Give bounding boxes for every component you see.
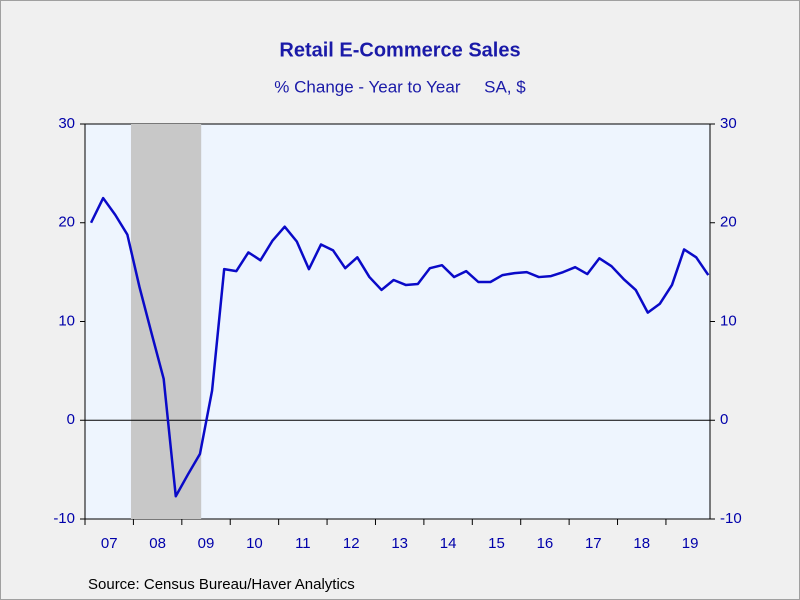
x-tick-label: 16 <box>537 535 554 552</box>
source-note: Source: Census Bureau/Haver Analytics <box>88 576 355 593</box>
x-tick-label: 07 <box>101 535 118 552</box>
x-tick-label: 17 <box>585 535 602 552</box>
x-tick-label: 19 <box>682 535 699 552</box>
y-tick-label: 30 <box>58 115 75 132</box>
y-tick-label: 10 <box>58 312 75 329</box>
y-tick-label: 0 <box>67 411 75 428</box>
y2-tick-label: 20 <box>720 214 737 231</box>
chart-title: Retail E-Commerce Sales <box>279 39 520 61</box>
data-line <box>89 196 710 498</box>
y2-tick-label: 10 <box>720 312 737 329</box>
recession-band <box>130 124 202 519</box>
x-tick-label: 12 <box>343 535 360 552</box>
x-tick-label: 08 <box>149 535 166 552</box>
x-tick-label: 11 <box>295 535 311 552</box>
x-tick-label: 09 <box>198 535 215 552</box>
y2-tick-label: 0 <box>720 411 728 428</box>
y-tick-label: -10 <box>53 510 75 527</box>
y2-tick-label: -10 <box>720 510 742 527</box>
y-tick-label: 20 <box>58 214 75 231</box>
x-tick-label: 10 <box>246 535 263 552</box>
chart-subtitle: % Change - Year to Year SA, $ <box>274 77 526 96</box>
x-tick-label: 14 <box>440 535 457 552</box>
x-tick-label: 18 <box>633 535 650 552</box>
y2-tick-label: 30 <box>720 115 737 132</box>
x-tick-label: 15 <box>488 535 505 552</box>
x-tick-label: 13 <box>391 535 408 552</box>
